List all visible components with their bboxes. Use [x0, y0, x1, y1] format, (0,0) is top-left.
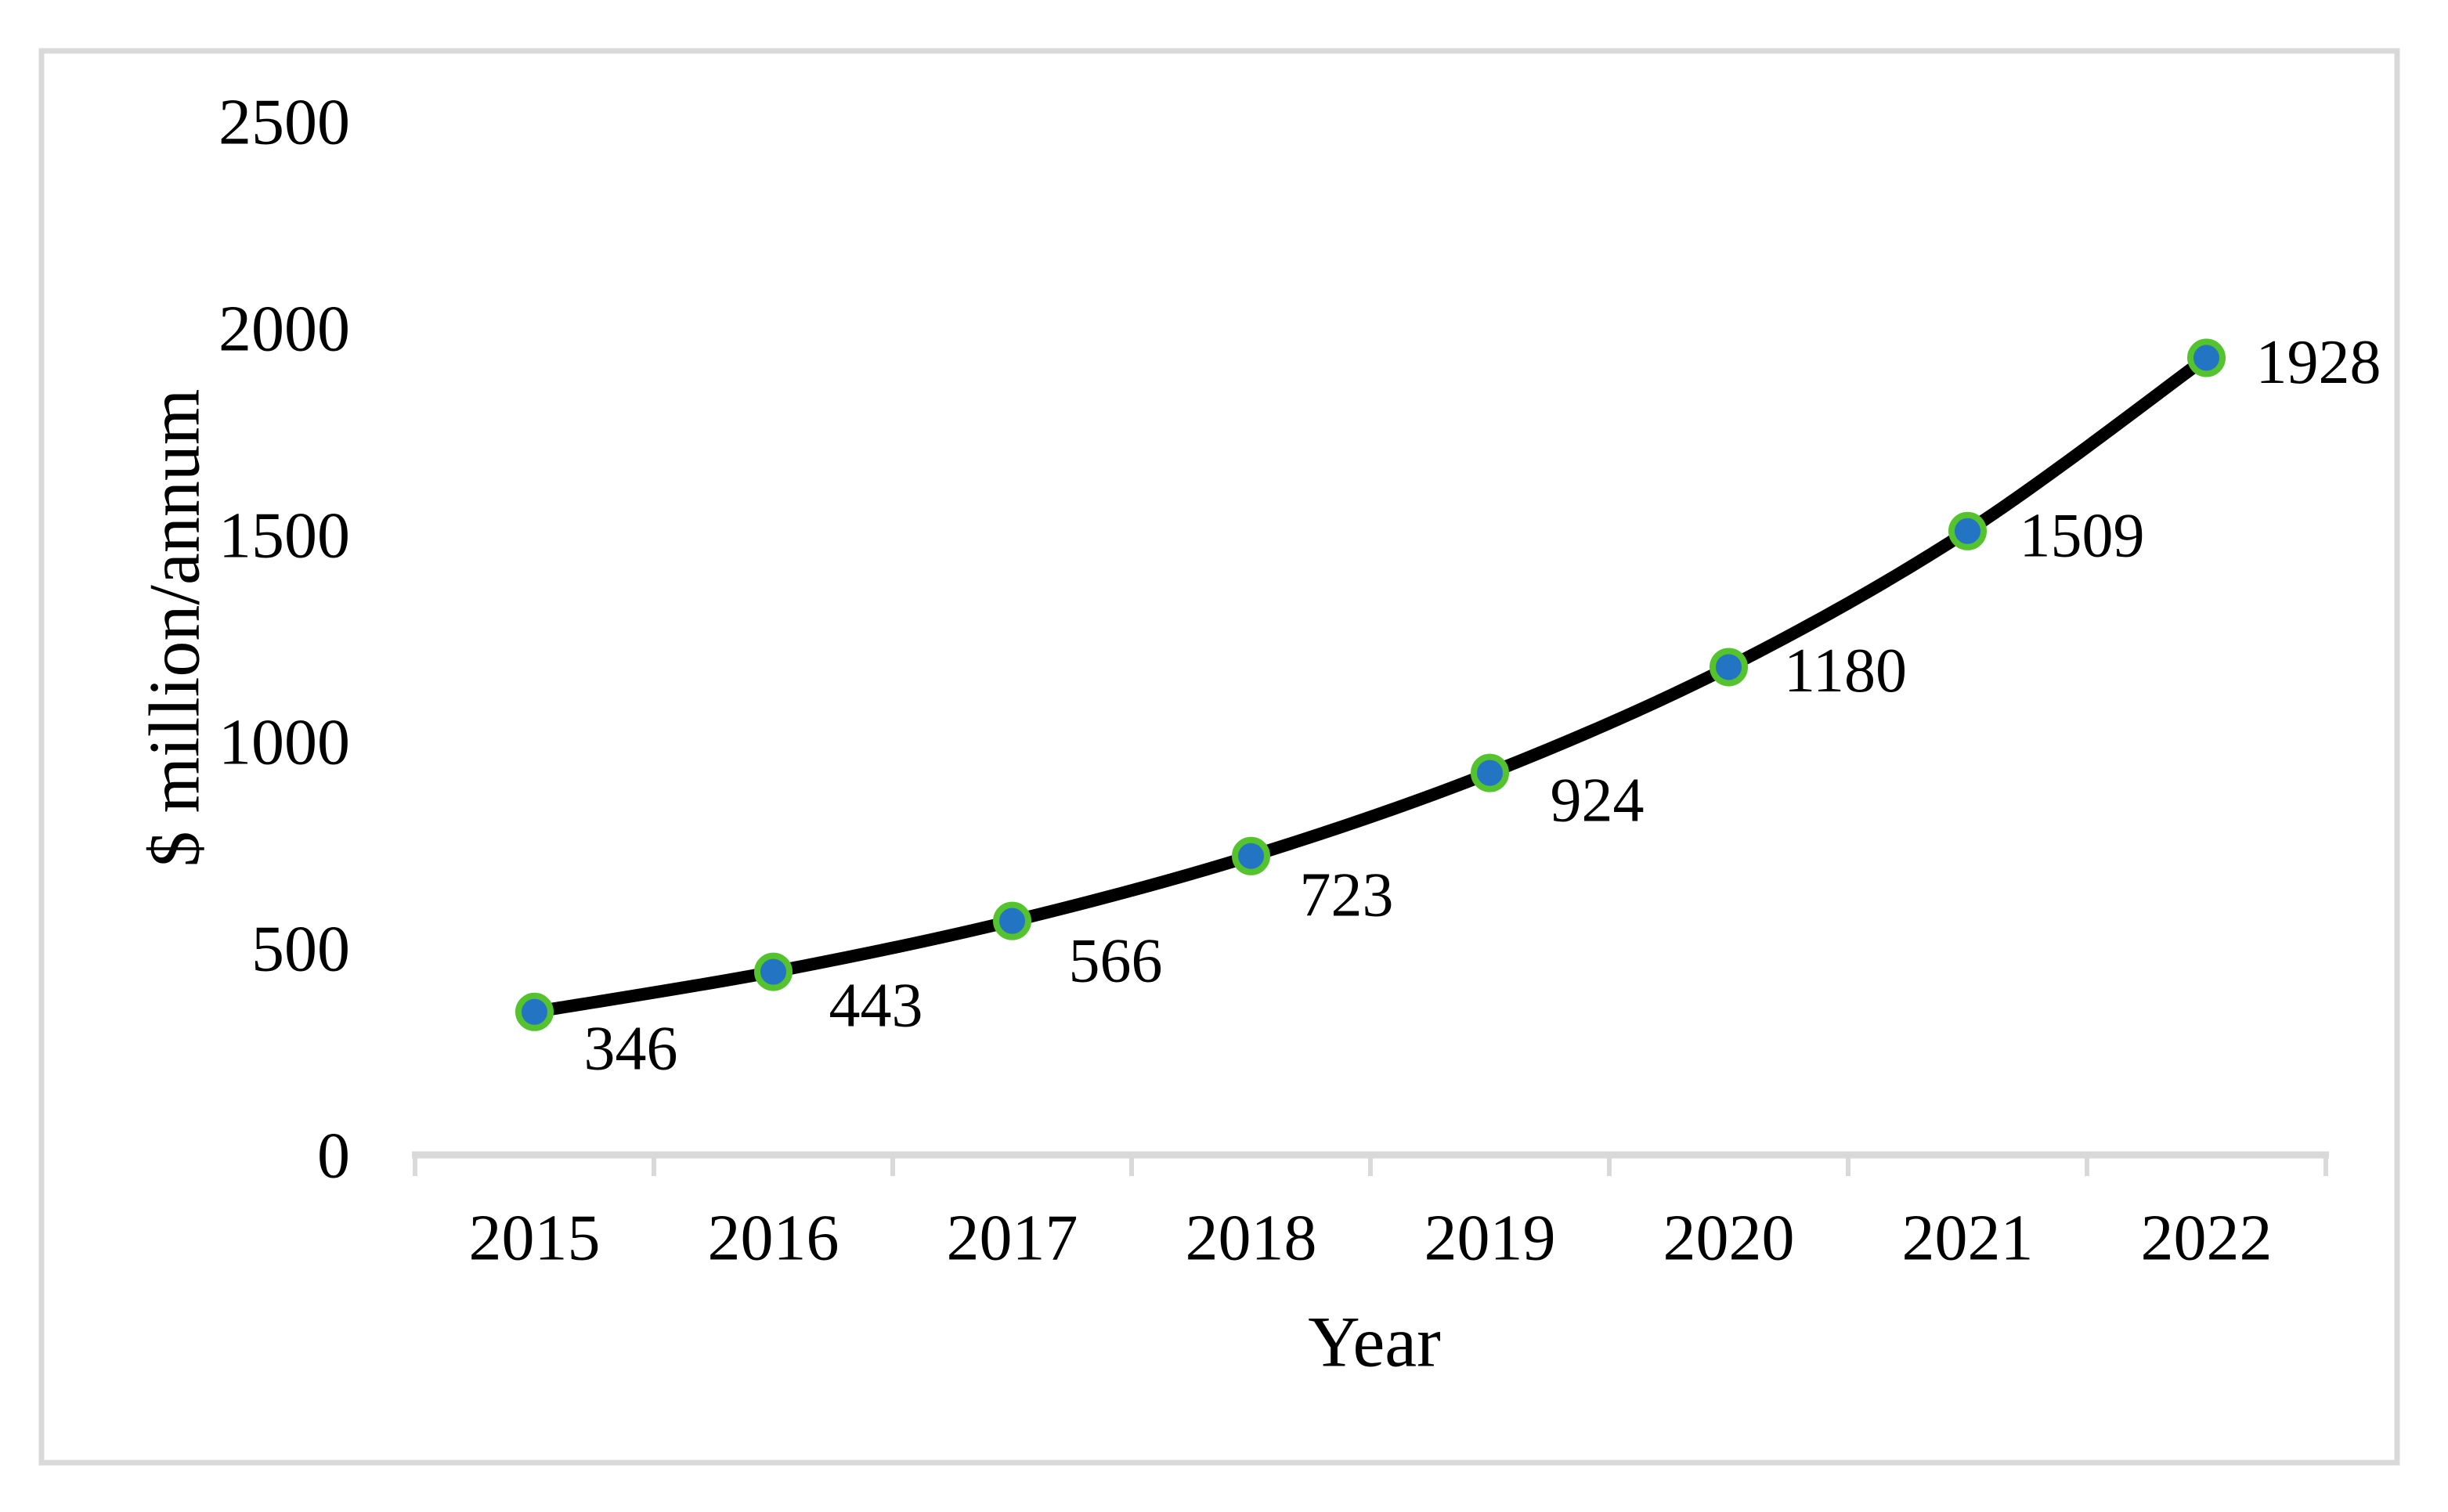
y-axis-tick-label: 1000 [218, 706, 350, 779]
data-point-marker [1710, 648, 1748, 687]
x-axis-title: Year [1308, 1301, 1441, 1381]
data-point-label: 1928 [2256, 328, 2381, 397]
x-axis-tick-label: 2018 [1186, 1202, 1317, 1275]
x-axis-tick-label: 2017 [947, 1202, 1078, 1275]
figure-border [38, 48, 2400, 1466]
x-axis-tick-label: 2016 [708, 1202, 839, 1275]
data-point-marker [993, 901, 1031, 940]
data-point-label: 346 [584, 1015, 678, 1084]
data-point-marker [1948, 511, 1987, 550]
data-point-marker [2187, 338, 2226, 377]
data-point-label: 1509 [2020, 501, 2145, 570]
y-axis-tick-label: 1500 [218, 500, 350, 572]
y-axis-tick-labels: 0 500 1000 1500 2000 2500 [218, 86, 350, 1193]
y-axis-tick-label: 2000 [218, 293, 350, 366]
data-point-label: 566 [1069, 926, 1163, 995]
y-axis-tick-label: 500 [251, 913, 350, 986]
data-point-label: 1180 [1784, 637, 1907, 705]
x-axis-tick-label: 2021 [1902, 1202, 2034, 1275]
x-axis-tick-label: 2020 [1663, 1202, 1795, 1275]
data-point-marker [515, 992, 554, 1031]
data-point-label: 723 [1300, 861, 1394, 929]
y-axis-title: $ million/annum [134, 389, 214, 868]
data-point-marker [1471, 753, 1509, 792]
data-point-marker [754, 952, 793, 991]
x-axis-tick-label: 2019 [1424, 1202, 1556, 1275]
x-axis-tick-label: 2022 [2141, 1202, 2273, 1275]
y-axis-tick-label: 2500 [218, 86, 350, 159]
data-point-marker [1232, 836, 1270, 875]
data-point-labels: 346 443 566 723 924 1180 1509 1928 [584, 328, 2381, 1083]
data-point-label: 443 [829, 971, 923, 1040]
y-axis-tick-label: 0 [317, 1120, 350, 1193]
x-axis-tick-labels: 2015 2016 2017 2018 2019 2020 2021 2022 [469, 1202, 2273, 1275]
data-series [515, 338, 2226, 1031]
x-axis-tick-marks [413, 1155, 2328, 1176]
data-point-label: 924 [1551, 766, 1645, 835]
x-axis-tick-label: 2015 [469, 1202, 601, 1275]
